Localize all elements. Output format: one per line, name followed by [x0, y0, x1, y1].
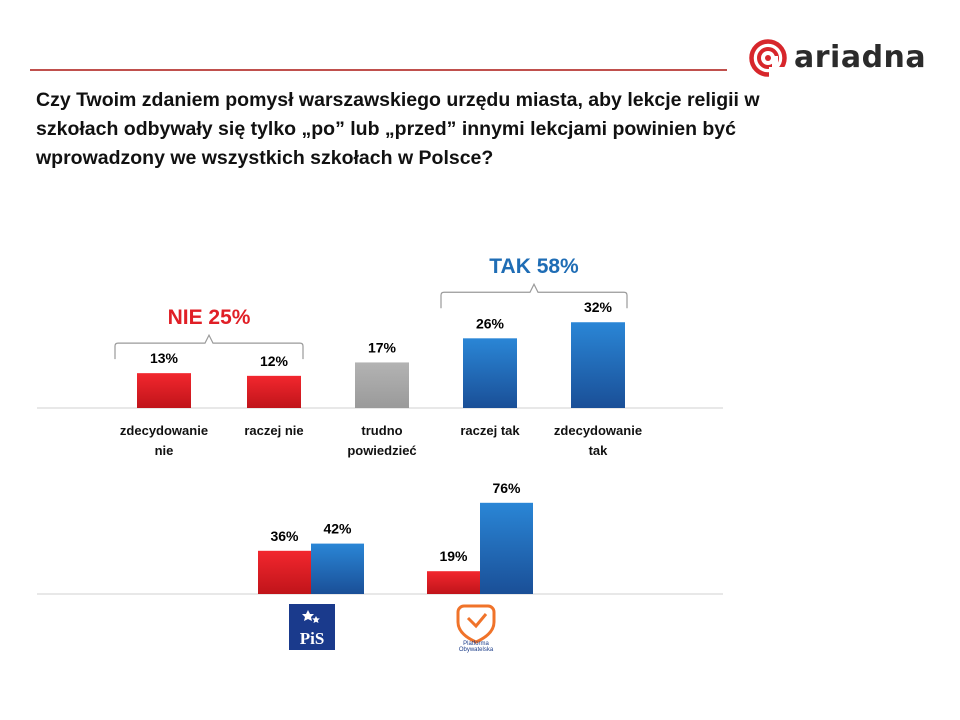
- bar-value-label: 32%: [584, 299, 613, 315]
- po-logo-line2: Obywatelska: [459, 647, 494, 653]
- po-logo-line1: Platforma: [463, 641, 489, 647]
- bar-2: [247, 375, 301, 408]
- survey-question: Czy Twoim zdaniem pomysł warszawskiego u…: [36, 89, 760, 169]
- party-bar-value-label: 76%: [492, 480, 521, 496]
- main-bar-chart: 13% zdecydowanie nie 12% raczej nie 17% trudno…: [37, 255, 723, 458]
- group-bracket-2: [440, 282, 628, 309]
- group-label-2: TAK 58%: [489, 255, 579, 278]
- po-logo: Platforma Obywatelska: [450, 600, 502, 654]
- bar-3: [355, 362, 409, 408]
- category-label: trudno: [361, 423, 402, 438]
- party-bar-value-label: 36%: [270, 528, 299, 544]
- brand-name: ariadna: [794, 40, 927, 75]
- party-bar-1-nie: [258, 550, 311, 594]
- party-bar-value-label: 19%: [439, 548, 468, 564]
- category-label: tak: [589, 443, 609, 458]
- bar-1: [137, 373, 191, 408]
- category-label: zdecydowanie: [554, 423, 642, 438]
- bar-value-label: 12%: [260, 353, 289, 369]
- party-bar-2-tak: [480, 502, 533, 594]
- bar-4: [463, 338, 517, 408]
- group-bracket-1: [114, 333, 304, 360]
- party-bar-chart: 36% 42% 19% 76%: [37, 480, 723, 595]
- party-bar-value-label: 42%: [323, 521, 352, 537]
- category-label: powiedzieć: [347, 443, 416, 458]
- party-bar-2-nie: [427, 571, 480, 594]
- category-label: zdecydowanie: [120, 423, 208, 438]
- group-label-1: NIE 25%: [168, 306, 251, 329]
- bar-value-label: 17%: [368, 339, 397, 355]
- ariadna-logo: ariadna: [748, 36, 926, 80]
- bar-value-label: 26%: [476, 315, 505, 331]
- category-label: raczej tak: [460, 423, 520, 438]
- pis-logo-text: PiS: [300, 629, 325, 648]
- pis-logo: PiS: [289, 604, 335, 650]
- header-divider: [30, 69, 727, 71]
- category-label: raczej nie: [244, 423, 303, 438]
- bar-value-label: 13%: [150, 350, 179, 366]
- bar-5: [571, 322, 625, 408]
- party-bar-1-tak: [311, 543, 364, 594]
- ariadna-spiral-icon: [749, 39, 788, 78]
- category-label: nie: [155, 443, 174, 458]
